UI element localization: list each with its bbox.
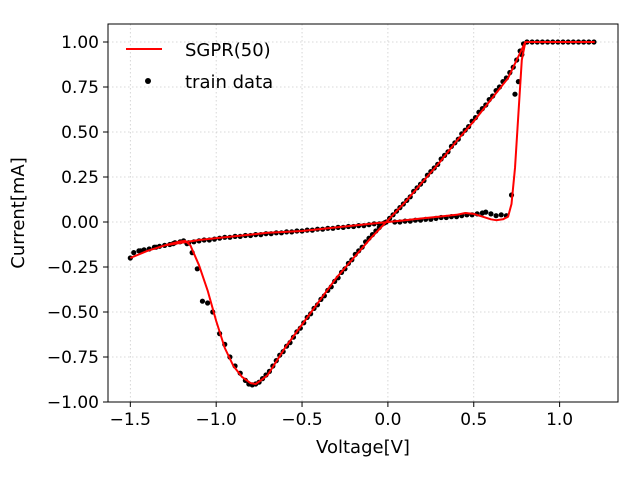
- axes-frame: [107, 23, 619, 403]
- legend: SGPR(50) train data: [126, 40, 273, 93]
- y-axis: −1.00 −0.75 −0.50 −0.25 0.00 0.25 0.50 0.75 1.00: [47, 33, 108, 413]
- legend-label-sgpr: SGPR(50): [185, 40, 271, 61]
- legend-swatch-train-data: [145, 78, 151, 84]
- y-tick-label: 0.00: [61, 213, 99, 233]
- x-tick-label: −1.5: [110, 410, 151, 430]
- data-point: [479, 210, 485, 216]
- y-tick-label: 1.00: [61, 33, 99, 53]
- x-tick-label: 0.0: [374, 410, 401, 430]
- data-point: [512, 91, 518, 97]
- y-tick-label: −0.50: [47, 303, 99, 323]
- x-tick-label: 0.5: [460, 410, 487, 430]
- plot-area: −1.5 −1.0 −0.5 0.0 0.5 1.0 −1.00 −0.75 −0.50 −0.…: [47, 23, 619, 430]
- data-point: [194, 266, 200, 272]
- data-point: [488, 211, 494, 217]
- data-point: [498, 212, 504, 218]
- data-point: [204, 300, 211, 306]
- legend-label-train-data: train data: [185, 72, 273, 93]
- x-tick-label: −1.0: [196, 410, 237, 430]
- x-axis-label: Voltage[V]: [316, 437, 410, 458]
- data-point: [131, 250, 137, 256]
- x-axis: −1.5 −1.0 −0.5 0.0 0.5 1.0: [110, 402, 573, 430]
- y-tick-label: −0.75: [47, 348, 99, 368]
- y-tick-label: 0.50: [61, 123, 99, 143]
- y-axis-label: Current[mA]: [8, 157, 29, 269]
- x-tick-label: 1.0: [546, 410, 573, 430]
- series-sgpr-line: [129, 41, 595, 385]
- series-layer: [127, 39, 597, 388]
- y-tick-label: 0.75: [61, 78, 99, 98]
- data-point: [493, 213, 499, 219]
- y-tick-label: −1.00: [47, 393, 99, 413]
- y-tick-label: −0.25: [47, 258, 99, 278]
- y-tick-label: 0.25: [61, 168, 99, 188]
- x-tick-label: −0.5: [281, 410, 322, 430]
- data-point: [199, 298, 206, 304]
